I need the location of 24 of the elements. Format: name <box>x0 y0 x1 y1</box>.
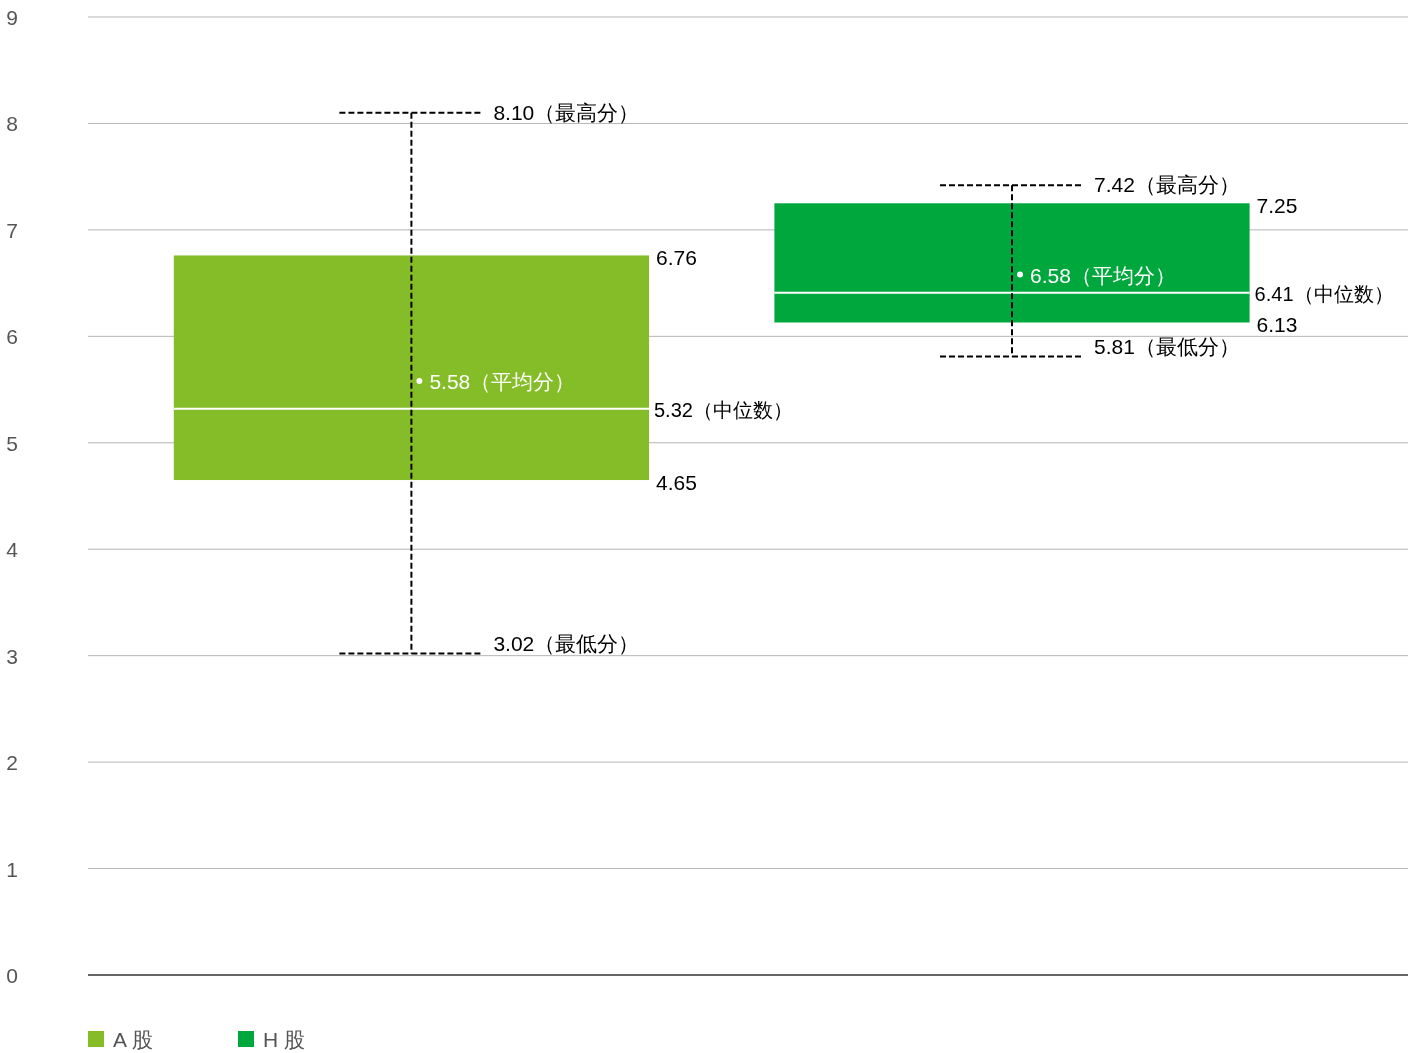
legend-label: A 股 <box>113 1028 153 1051</box>
y-tick-label: 9 <box>6 6 18 29</box>
y-tick-label: 6 <box>6 325 18 349</box>
y-tick-label: 4 <box>6 538 19 562</box>
text: 6.76 <box>656 246 697 270</box>
y-tick-label: 0 <box>6 964 18 987</box>
text: 7.25 <box>1256 194 1298 218</box>
y-tick-label: 1 <box>6 857 18 881</box>
y-tick-label: 8 <box>6 112 18 136</box>
legend-label: H 股 <box>263 1028 305 1051</box>
text: 3.02（最低分） <box>493 631 640 655</box>
y-tick-label: 3 <box>6 644 18 668</box>
text: 8.10（最高分） <box>493 100 640 124</box>
text: 4.65 <box>656 471 697 495</box>
text: 5.81（最低分） <box>1094 334 1240 358</box>
y-tick-label: 2 <box>6 751 18 775</box>
mean: 6.58（平均分） <box>1030 263 1176 287</box>
y-tick-label: 5 <box>6 431 18 455</box>
y-tick-label: 7 <box>6 218 18 242</box>
mean: 5.58（平均分） <box>429 370 576 394</box>
text: 7.42（最高分） <box>1094 173 1240 197</box>
text: 6.41（中位数） <box>1254 282 1394 305</box>
text: 5.32（中位数） <box>654 398 793 421</box>
text: 6.13 <box>1256 313 1298 337</box>
